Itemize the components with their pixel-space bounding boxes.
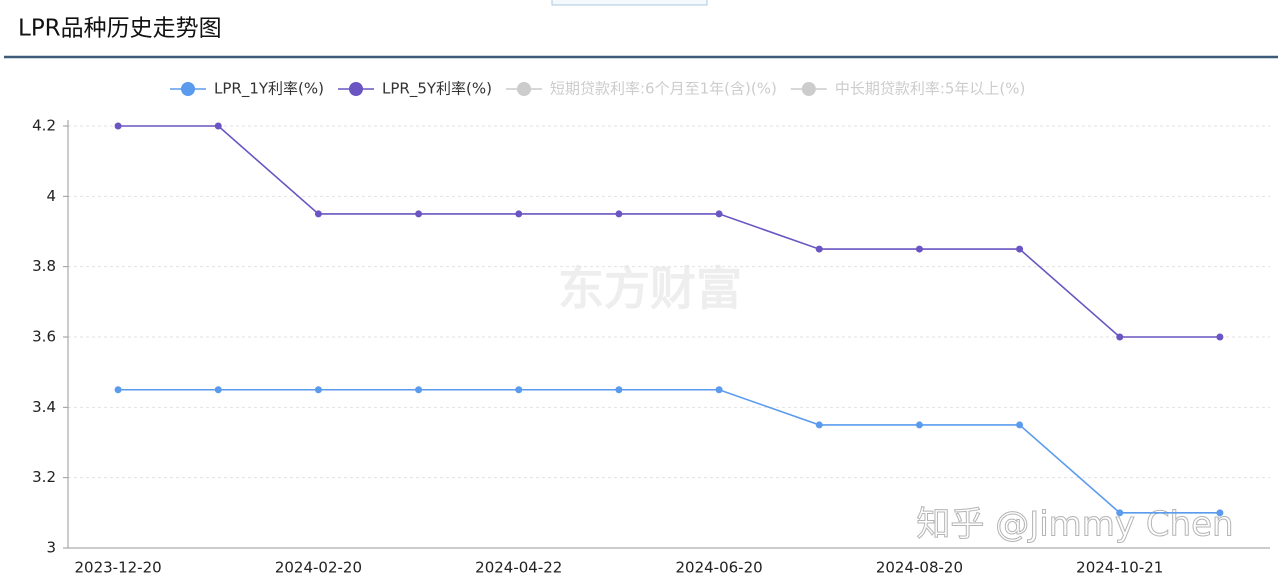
top-tab [551, 0, 708, 6]
y-tick-label: 3.8 [32, 257, 56, 275]
data-point [214, 122, 222, 130]
data-point [515, 386, 523, 394]
watermark: 知乎 @Jimmy Chen [916, 505, 1233, 545]
data-point [114, 122, 122, 130]
chart-title: LPR品种历史走势图 [18, 16, 222, 42]
data-point [1016, 245, 1024, 253]
x-tick-label: 2024-04-22 [475, 559, 562, 577]
y-tick-label: 3.2 [32, 468, 56, 486]
data-point [1116, 333, 1124, 341]
data-point [815, 421, 823, 429]
watermark: 东方财富 [558, 262, 742, 316]
data-point [815, 245, 823, 253]
x-tick-label: 2024-06-20 [675, 559, 762, 577]
data-point [415, 386, 423, 394]
data-point [915, 245, 923, 253]
data-point [1216, 333, 1224, 341]
legend-marker [349, 82, 363, 96]
legend-marker [517, 82, 531, 96]
legend-marker [181, 82, 195, 96]
legend-marker [801, 82, 816, 96]
data-point [1116, 509, 1124, 517]
data-point [715, 386, 723, 394]
data-point [615, 386, 623, 394]
y-tick-label: 4 [46, 187, 56, 205]
legend-label-inactive: 短期贷款利率:6个月至1年(含)(%) [550, 80, 777, 98]
data-point [214, 386, 222, 394]
data-point [314, 210, 322, 218]
data-point [915, 421, 923, 429]
series-line [118, 125, 1220, 338]
series-line [118, 388, 1220, 514]
legend-label-inactive: 中长期贷款利率:5年以上(%) [835, 80, 1026, 98]
data-point [1016, 421, 1024, 429]
legend-label: LPR_5Y利率(%) [382, 80, 492, 99]
data-point [515, 210, 523, 218]
y-tick-label: 3.4 [32, 398, 56, 416]
data-point [615, 210, 623, 218]
x-tick-label: 2024-08-20 [876, 559, 963, 577]
data-point [415, 210, 423, 218]
data-point [1216, 509, 1224, 517]
data-point [114, 386, 122, 394]
data-point [314, 386, 322, 394]
y-tick-label: 3 [46, 539, 56, 557]
x-tick-label: 2024-02-20 [275, 559, 362, 577]
x-tick-label: 2024-10-21 [1076, 559, 1163, 577]
data-point [715, 210, 723, 218]
legend-label: LPR_1Y利率(%) [214, 80, 324, 99]
y-tick-label: 4.2 [32, 117, 56, 135]
x-tick-label: 2023-12-20 [74, 559, 161, 577]
y-tick-label: 3.6 [32, 328, 56, 346]
